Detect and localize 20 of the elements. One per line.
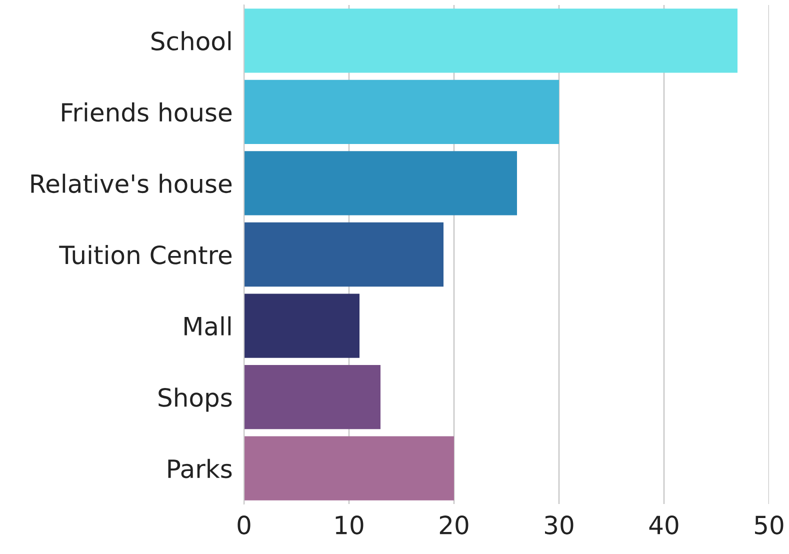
y-tick-label: Mall: [184, 316, 231, 336]
x-tick-label: 10: [336, 516, 364, 534]
x-tick-label: 0: [238, 516, 250, 534]
y-tick-label: Parks: [168, 458, 232, 478]
bar: [244, 364, 380, 430]
x-tick-label: 30: [545, 516, 574, 534]
bar: [244, 8, 738, 73]
y-tick-label: Tuition Centre: [59, 245, 232, 264]
bar: [244, 80, 559, 144]
y-tick-label: School: [152, 31, 231, 50]
bar: [244, 294, 360, 358]
x-tick-label: 40: [649, 516, 678, 534]
y-tick-label: Relative's house: [31, 174, 232, 194]
x-tick-label: 20: [440, 516, 468, 534]
bar: [244, 151, 517, 216]
y-tick-label: Friends house: [62, 102, 232, 122]
x-tick-label: 50: [755, 516, 784, 534]
y-tick-label: Shops: [158, 388, 232, 412]
bar: [244, 222, 444, 287]
bar: [244, 436, 454, 500]
